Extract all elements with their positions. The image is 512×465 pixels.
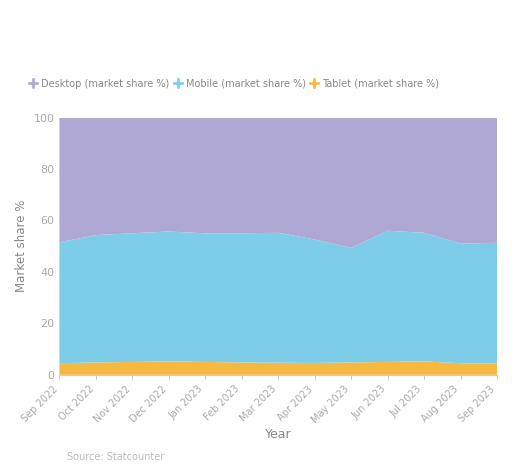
Text: Source: Statcounter: Source: Statcounter (67, 452, 164, 462)
X-axis label: Year: Year (265, 428, 291, 441)
Y-axis label: Market share %: Market share % (15, 200, 28, 292)
Legend: Desktop (market share %), Mobile (market share %), Tablet (market share %): Desktop (market share %), Mobile (market… (29, 79, 439, 89)
